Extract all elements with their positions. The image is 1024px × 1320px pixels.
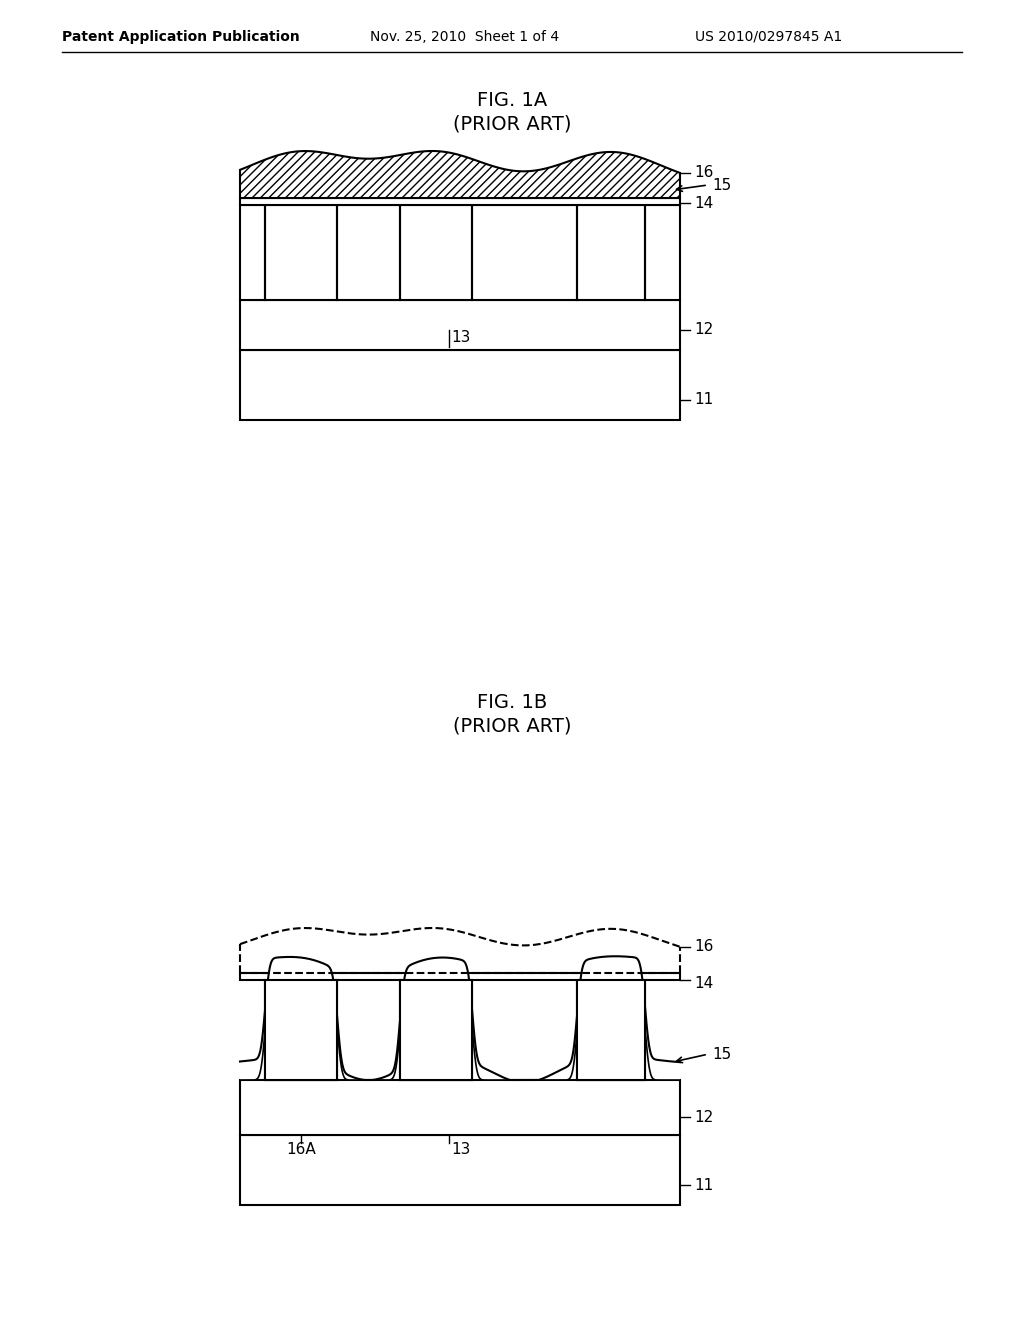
Bar — [337, 205, 400, 300]
Text: 16: 16 — [694, 165, 714, 181]
Text: 12: 12 — [694, 322, 714, 338]
Bar — [240, 1135, 680, 1205]
Bar — [472, 205, 577, 300]
Text: 15: 15 — [712, 1047, 731, 1061]
Text: 13: 13 — [451, 1143, 470, 1158]
Text: Patent Application Publication: Patent Application Publication — [62, 30, 300, 44]
Text: US 2010/0297845 A1: US 2010/0297845 A1 — [695, 30, 843, 44]
Bar — [265, 979, 337, 1080]
Text: 14: 14 — [694, 977, 714, 991]
Bar — [240, 1080, 680, 1135]
Text: 11: 11 — [694, 392, 714, 408]
Bar — [265, 979, 337, 1080]
Text: (PRIOR ART): (PRIOR ART) — [453, 115, 571, 133]
Bar — [337, 205, 400, 300]
Bar — [265, 205, 337, 300]
Text: 15: 15 — [712, 177, 731, 193]
Bar — [577, 205, 645, 300]
Polygon shape — [240, 150, 680, 198]
Text: (PRIOR ART): (PRIOR ART) — [453, 717, 571, 735]
Bar — [400, 979, 472, 1080]
Bar — [400, 979, 472, 1080]
Text: 11: 11 — [694, 1177, 714, 1192]
Bar — [577, 979, 645, 1080]
Bar — [240, 198, 680, 205]
Text: 12: 12 — [694, 1110, 714, 1125]
Bar — [400, 205, 472, 300]
Bar — [240, 350, 680, 420]
Bar — [577, 979, 645, 1080]
Bar — [240, 973, 680, 979]
Bar — [472, 205, 577, 300]
Bar — [240, 205, 265, 300]
Bar — [645, 205, 680, 300]
Text: FIG. 1B: FIG. 1B — [477, 693, 547, 711]
Text: Nov. 25, 2010  Sheet 1 of 4: Nov. 25, 2010 Sheet 1 of 4 — [370, 30, 559, 44]
Bar — [240, 205, 265, 300]
Bar — [240, 300, 680, 350]
Polygon shape — [240, 956, 680, 1080]
Text: 16: 16 — [694, 940, 714, 954]
Text: FIG. 1A: FIG. 1A — [477, 91, 547, 110]
Text: 13: 13 — [451, 330, 470, 345]
Text: 16A: 16A — [286, 1143, 315, 1158]
Text: 14: 14 — [694, 195, 714, 210]
Bar — [645, 205, 680, 300]
